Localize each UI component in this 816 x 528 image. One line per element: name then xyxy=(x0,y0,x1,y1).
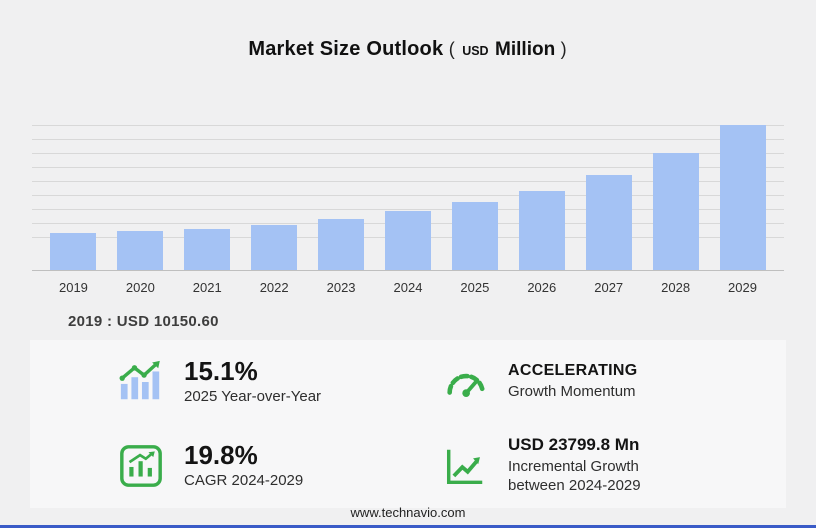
bar-2023 xyxy=(318,219,365,270)
bar-2027 xyxy=(585,175,632,270)
bar-2024 xyxy=(384,211,431,270)
title-paren-open: ( xyxy=(448,39,455,59)
yoy-label: 2025 Year-over-Year xyxy=(184,388,322,406)
gridline xyxy=(32,125,784,126)
gridline xyxy=(32,195,784,196)
title-paren-close: ) xyxy=(560,39,567,59)
stat-yoy-text: 15.1% 2025 Year-over-Year xyxy=(184,357,321,407)
x-axis-label: 2026 xyxy=(527,280,557,295)
gridline xyxy=(32,181,784,182)
title-unit-usd: USD xyxy=(462,44,489,58)
stat-momentum: ACCELERATING Growth Momentum xyxy=(442,340,766,424)
x-axis-label: 2029 xyxy=(728,280,757,295)
bars-row xyxy=(32,125,784,270)
x-axis-label: 2023 xyxy=(326,280,356,295)
bar-2026 xyxy=(518,191,565,270)
bar-2021 xyxy=(184,229,231,270)
trend-up-icon xyxy=(442,443,488,489)
footer-url: www.technavio.com xyxy=(350,505,466,520)
gridline xyxy=(32,167,784,168)
x-axis-label: 2022 xyxy=(259,280,289,295)
incremental-label-line2: between 2024-2029 xyxy=(508,476,641,494)
bar-2029 xyxy=(719,125,766,270)
chart-box-icon xyxy=(118,443,164,489)
x-axis-label: 2019 xyxy=(58,280,88,295)
momentum-label: Growth Momentum xyxy=(508,382,636,400)
x-axis-label: 2024 xyxy=(393,280,423,295)
cagr-value: 19.8% xyxy=(184,439,258,470)
gridline xyxy=(32,153,784,154)
gauge-icon xyxy=(442,359,488,405)
base-year-value: 2019 : USD 10150.60 xyxy=(68,313,219,330)
x-axis-label: 2025 xyxy=(460,280,490,295)
cagr-label: CAGR 2024-2029 xyxy=(184,472,304,490)
bar-chart: 2019 2020 2021 2022 2023 2024 2025 2026 2027 2028… xyxy=(32,125,784,295)
bar-2022 xyxy=(251,225,298,270)
momentum-value: ACCELERATING xyxy=(508,362,638,380)
stat-cagr: 19.8% CAGR 2024-2029 xyxy=(118,424,442,508)
bar-2028 xyxy=(652,153,699,270)
bar-2020 xyxy=(117,231,164,270)
page-title: Market Size Outlook ( USD Million ) xyxy=(0,38,816,61)
stat-incremental: USD 23799.8 Mn Incremental Growth betwee… xyxy=(442,424,766,508)
stat-incremental-text: USD 23799.8 Mn Incremental Growth betwee… xyxy=(508,436,641,495)
bottom-accent-bar xyxy=(0,525,816,528)
title-text: Market Size Outlook xyxy=(248,38,444,60)
stats-panel: 15.1% 2025 Year-over-Year ACCELERATING G… xyxy=(30,340,786,508)
stat-yoy: 15.1% 2025 Year-over-Year xyxy=(118,340,442,424)
x-axis-label: 2027 xyxy=(594,280,624,295)
x-axis-label: 2021 xyxy=(192,280,222,295)
title-unit-million: Million xyxy=(495,39,556,60)
x-axis-labels: 2019 2020 2021 2022 2023 2024 2025 2026 2027 2028… xyxy=(32,280,784,295)
gridline xyxy=(32,139,784,140)
x-axis-label: 2020 xyxy=(125,280,155,295)
incremental-value: USD 23799.8 Mn xyxy=(508,435,640,455)
stat-momentum-text: ACCELERATING Growth Momentum xyxy=(508,362,638,401)
x-axis-label: 2028 xyxy=(661,280,691,295)
bar-2025 xyxy=(451,202,498,270)
stat-cagr-text: 19.8% CAGR 2024-2029 xyxy=(184,441,303,491)
incremental-label-line1: Incremental Growth xyxy=(508,458,639,476)
bar-growth-icon xyxy=(118,359,164,405)
plot-area xyxy=(32,125,784,271)
yoy-value: 15.1% xyxy=(184,355,258,386)
gridline xyxy=(32,209,784,210)
bar-2019 xyxy=(50,233,97,270)
